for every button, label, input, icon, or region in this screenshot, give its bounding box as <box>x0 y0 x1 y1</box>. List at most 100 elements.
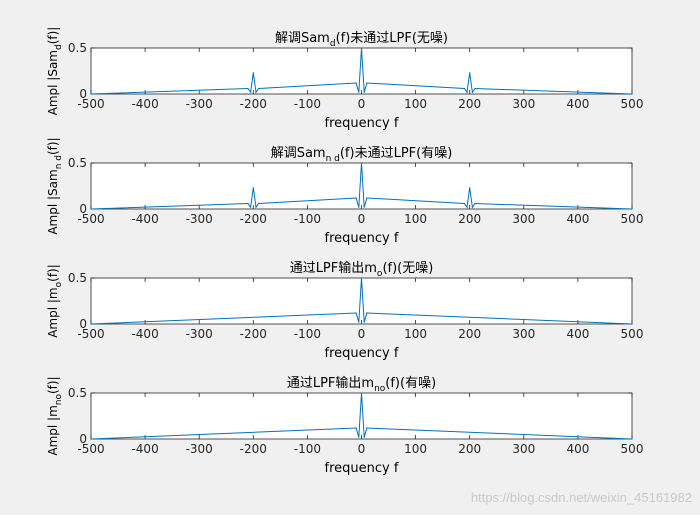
data-point <box>363 91 365 93</box>
data-point <box>247 87 249 90</box>
x-tick-label: 400 <box>566 442 589 456</box>
data-point <box>469 72 471 74</box>
data-point <box>471 91 474 93</box>
data-point <box>249 206 252 208</box>
x-axis-label: frequency f <box>325 116 399 131</box>
y-axis-label: Ampl |Samd(f)| <box>46 27 64 116</box>
data-point <box>360 47 363 49</box>
x-tick-label: 200 <box>458 212 481 226</box>
subplot-4: -500 -400 -300 -200 -100 0 100 200 300 400 500 0 0.5… <box>46 375 643 476</box>
data-point <box>360 392 363 394</box>
data-point <box>90 93 92 95</box>
x-tick-label: -400 <box>131 442 158 456</box>
x-tick-label: -500 <box>77 212 104 226</box>
x-tick-label: 400 <box>566 327 589 341</box>
data-point <box>355 82 357 84</box>
data-point <box>363 436 365 438</box>
y-tick-label: 0.5 <box>68 41 87 55</box>
x-axis-label: frequency f <box>325 461 399 476</box>
y-tick-label: 0 <box>79 317 87 331</box>
x-tick-label: 0 <box>358 212 366 226</box>
x-tick-label: -300 <box>186 327 213 341</box>
data-point <box>474 202 476 205</box>
data-point <box>631 93 633 95</box>
data-point <box>90 323 92 325</box>
data-point <box>90 208 92 210</box>
x-tick-label: 300 <box>512 442 535 456</box>
subplot-title: 通过LPF输出mno(f)(有噪) <box>287 375 436 394</box>
x-tick-label: -500 <box>77 97 104 111</box>
data-point <box>360 277 363 279</box>
x-tick-label: -500 <box>77 442 104 456</box>
y-axis-label: Ampl |mno(f)| <box>46 376 64 455</box>
subplot-title: 解调Samn d(f)未通过LPF(有噪) <box>271 146 453 164</box>
x-tick-label: 300 <box>512 97 535 111</box>
x-tick-label: 100 <box>404 442 427 456</box>
data-point <box>469 187 471 189</box>
x-tick-label: -100 <box>294 97 321 111</box>
data-point <box>355 427 357 429</box>
data-point <box>358 436 360 438</box>
data-point <box>255 91 257 93</box>
data-point <box>474 87 476 90</box>
y-axis-label: Ampl |mo(f)| <box>46 264 64 338</box>
data-point <box>358 206 360 208</box>
x-tick-label: 500 <box>621 327 644 341</box>
x-tick-label: 0 <box>358 442 366 456</box>
watermark-text: https://blog.csdn.net/weixin_45161982 <box>470 490 692 505</box>
x-axis-label: frequency f <box>325 231 399 246</box>
data-point <box>631 208 633 210</box>
y-tick-label: 0.5 <box>68 271 87 285</box>
subplot-1: -500 -400 -300 -200 -100 0 100 200 300 400 500 0 0.5… <box>46 27 643 131</box>
data-point <box>366 197 368 199</box>
data-point <box>471 206 474 208</box>
subplot-title: 解调Samd(f)未通过LPF(无噪) <box>275 31 448 49</box>
x-tick-label: -300 <box>186 97 213 111</box>
data-point <box>355 312 357 314</box>
x-tick-label: 300 <box>512 212 535 226</box>
x-tick-label: -300 <box>186 212 213 226</box>
data-point <box>258 87 260 90</box>
data-point <box>463 202 465 205</box>
x-tick-label: 100 <box>404 212 427 226</box>
data-point <box>247 202 249 205</box>
data-point <box>363 206 365 208</box>
x-tick-label: 0 <box>358 97 366 111</box>
data-point <box>360 162 363 164</box>
data-point <box>90 438 92 440</box>
data-point <box>355 197 357 199</box>
y-tick-label: 0.5 <box>68 386 87 400</box>
x-tick-label: 400 <box>566 212 589 226</box>
y-tick-label: 0 <box>79 202 87 216</box>
x-tick-label: 500 <box>621 442 644 456</box>
y-axis-label: Ampl |Samn d(f)| <box>46 137 64 234</box>
data-point <box>249 91 252 93</box>
y-tick-label: 0 <box>79 87 87 101</box>
x-tick-label: 200 <box>458 442 481 456</box>
data-point <box>466 91 468 93</box>
x-axis-label: frequency f <box>325 346 399 361</box>
x-tick-label: -100 <box>294 212 321 226</box>
x-tick-label: -200 <box>240 327 267 341</box>
data-point <box>366 427 368 429</box>
data-point <box>366 82 368 84</box>
x-tick-label: -100 <box>294 442 321 456</box>
data-point <box>252 72 254 74</box>
data-point <box>358 91 360 93</box>
x-tick-label: 200 <box>458 327 481 341</box>
data-point <box>363 321 365 323</box>
data-point <box>366 312 368 314</box>
data-point <box>631 438 633 440</box>
data-point <box>255 206 257 208</box>
x-tick-label: -400 <box>131 212 158 226</box>
subplot-2: -500 -400 -300 -200 -100 0 100 200 300 400 500 0 0.5… <box>46 137 643 246</box>
x-tick-label: 500 <box>621 97 644 111</box>
x-tick-label: 100 <box>404 327 427 341</box>
data-point <box>252 187 254 189</box>
plot-area <box>90 162 633 210</box>
data-point <box>358 321 360 323</box>
x-tick-label: 500 <box>621 212 644 226</box>
data-point <box>258 202 260 205</box>
x-tick-label: -300 <box>186 442 213 456</box>
